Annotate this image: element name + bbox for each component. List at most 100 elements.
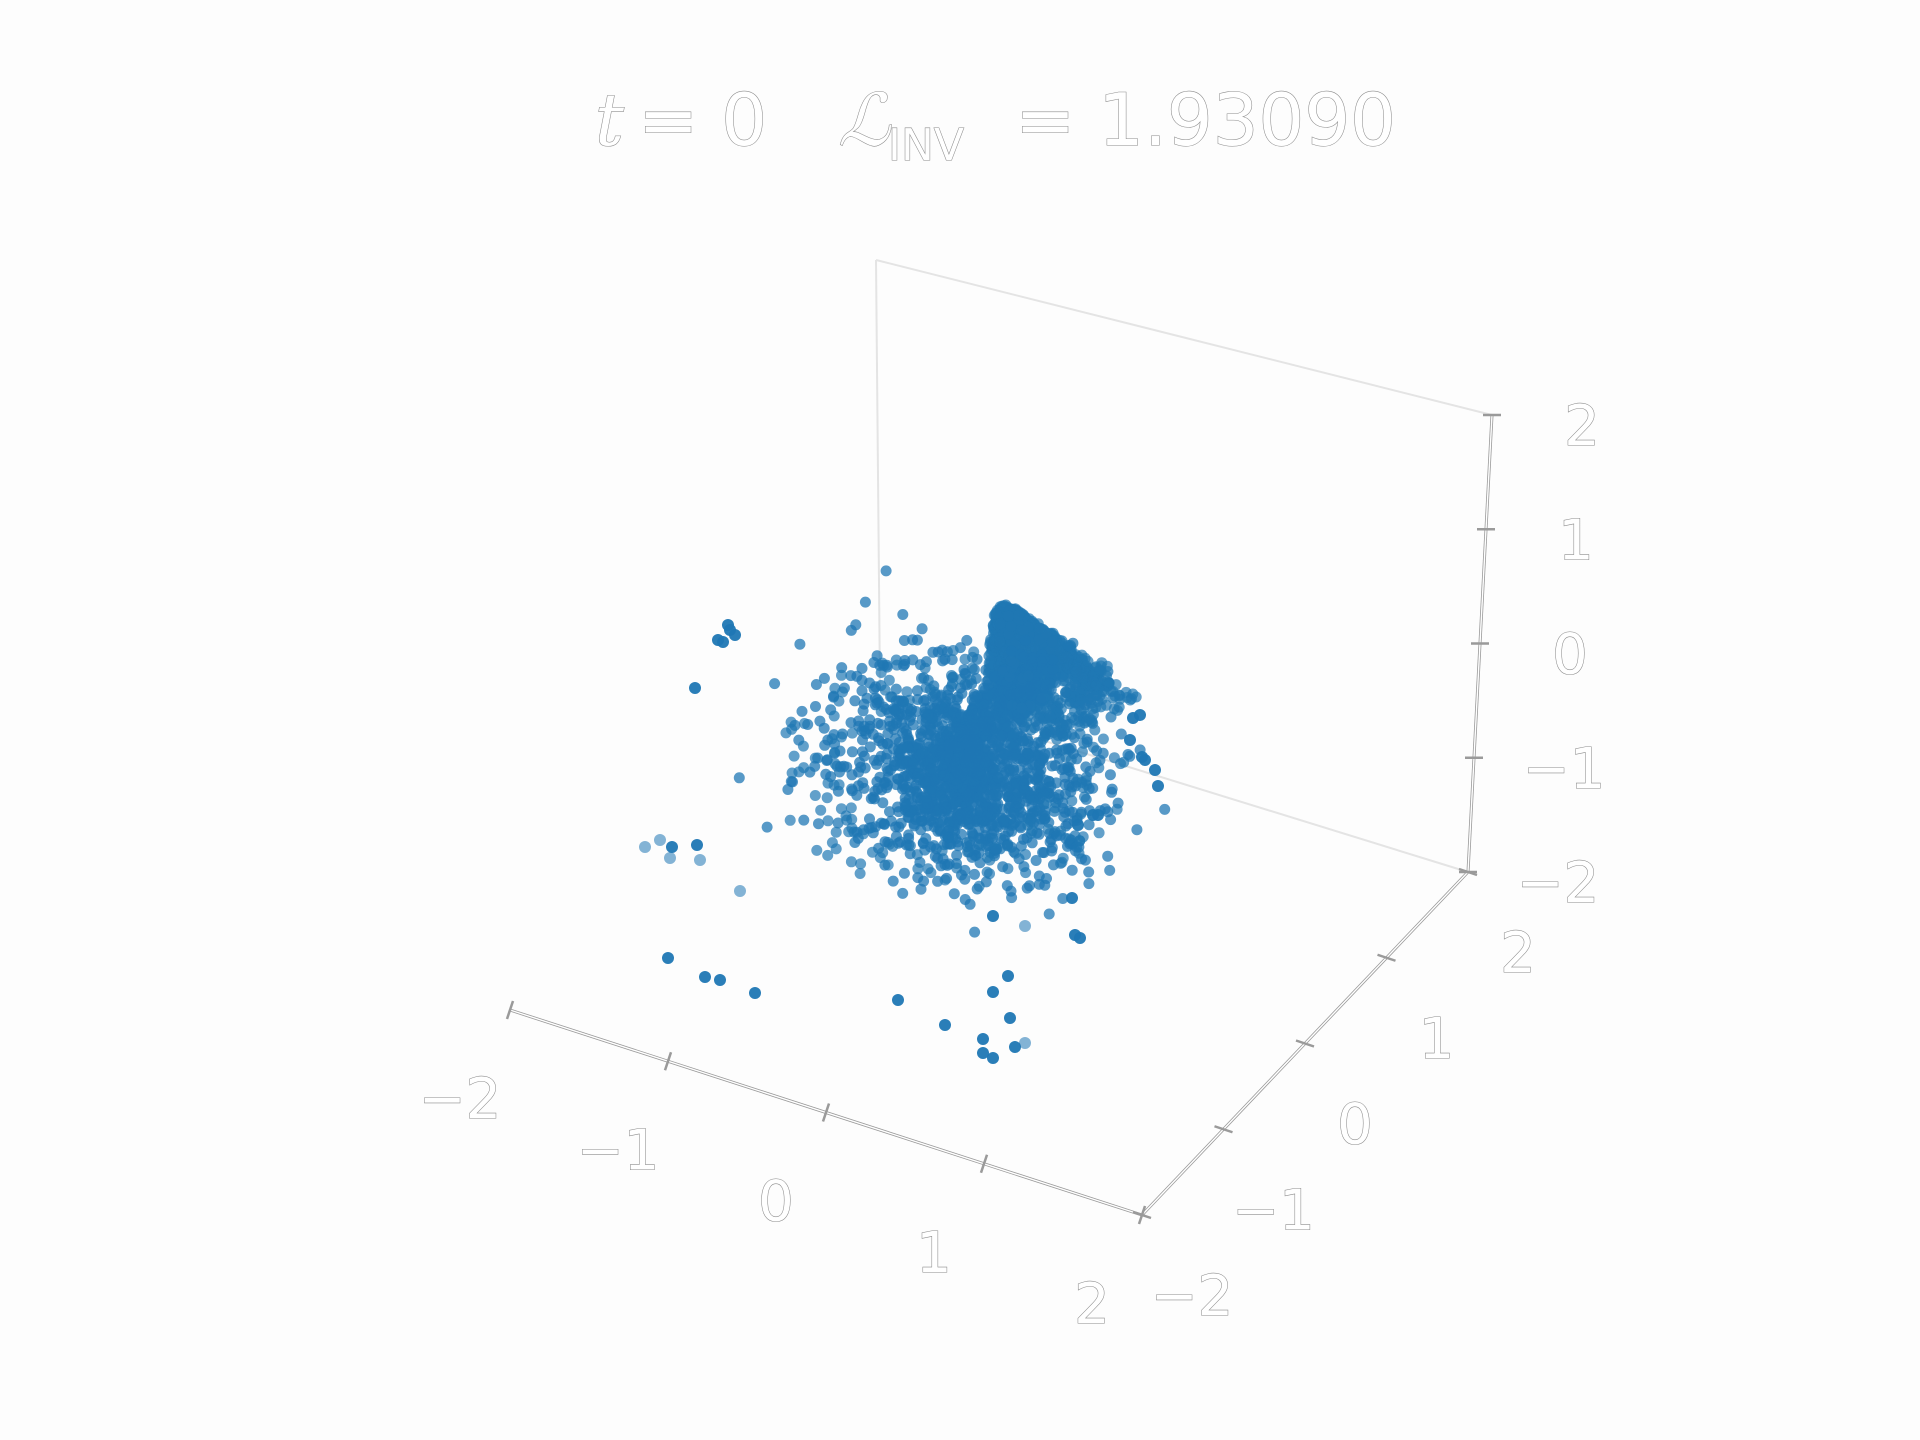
- scatter-point: [916, 623, 928, 635]
- scatter-point: [975, 769, 987, 781]
- y-tick-label: 0: [1337, 1093, 1373, 1158]
- scatter-point: [1001, 840, 1013, 852]
- scatter-point: [981, 852, 993, 863]
- scatter-point: [1044, 836, 1056, 848]
- scatter-point: [1036, 692, 1048, 704]
- scatter-point: [932, 646, 944, 658]
- scatter-point: [910, 785, 922, 797]
- scatter-point: [869, 785, 881, 797]
- scatter-point: [859, 596, 871, 608]
- scatter-point: [1018, 833, 1029, 845]
- scatter-point: [1020, 849, 1031, 860]
- scatter-point: [810, 679, 822, 690]
- scatter-point: [819, 739, 831, 751]
- scatter-point: [1025, 724, 1037, 736]
- scatter-point: [1034, 622, 1046, 634]
- scatter-point: [1033, 712, 1045, 724]
- scatter-point: [809, 790, 821, 801]
- scatter-point: [858, 720, 870, 732]
- scatter-point: [901, 781, 913, 793]
- scatter-point: [898, 867, 910, 879]
- scatter-point: [1030, 855, 1042, 866]
- scatter-point: [956, 688, 968, 699]
- scatter-point: [1097, 733, 1109, 745]
- scatter-point: [987, 802, 999, 814]
- tick-marks: [505, 413, 1501, 1225]
- scatter-point: [849, 695, 861, 707]
- scatter-point: [883, 838, 895, 850]
- scatter-point: [1083, 819, 1095, 831]
- scatter-point: [898, 635, 910, 646]
- scatter-point: [1040, 797, 1052, 809]
- scatter-point: [1074, 835, 1086, 847]
- scatter-point-outlier: [1149, 764, 1161, 776]
- scatter-point: [1063, 833, 1075, 845]
- scatter-point: [966, 694, 978, 706]
- scatter-point: [813, 818, 824, 830]
- scatter-point: [925, 867, 937, 879]
- scatter-point: [989, 671, 1000, 683]
- scatter-point-outlier: [987, 910, 999, 922]
- scatter-point: [990, 843, 1002, 854]
- scatter-point: [922, 709, 934, 721]
- scatter-point: [843, 826, 855, 838]
- scatter-point: [876, 657, 888, 669]
- scatter-point-outlier: [1009, 1041, 1021, 1053]
- scatter-point: [832, 817, 844, 829]
- scatter-point: [994, 636, 1006, 648]
- scatter-point-outlier: [729, 629, 741, 641]
- scatter-point: [1030, 677, 1042, 689]
- scatter-point-outlier: [662, 952, 674, 964]
- y-tick-label: 1: [1419, 1007, 1455, 1072]
- scatter-point: [1047, 663, 1059, 675]
- scatter-point-outlier: [1074, 932, 1086, 944]
- scatter-point: [1057, 852, 1069, 864]
- scatter-point: [1102, 806, 1114, 818]
- scatter-point: [1055, 703, 1067, 715]
- scatter-point: [877, 797, 889, 809]
- scatter-point: [1002, 863, 1014, 875]
- scatter-point: [1022, 748, 1034, 760]
- scatter-point: [833, 695, 845, 707]
- title-t-value: = 0: [638, 78, 767, 162]
- scatter-point: [968, 646, 980, 658]
- scatter-point: [987, 789, 999, 801]
- scatter-point: [1020, 867, 1032, 879]
- scatter-point: [1024, 700, 1036, 712]
- scatter-point: [935, 816, 947, 828]
- scatter-point: [1004, 671, 1016, 683]
- scatter-point: [948, 888, 960, 900]
- scatter-point: [959, 873, 971, 885]
- scatter-point: [875, 667, 887, 678]
- scatter-point: [836, 662, 848, 674]
- scatter-point: [897, 887, 909, 899]
- y-tick-mark: [1295, 1039, 1315, 1048]
- scatter-point-outlier: [1002, 970, 1014, 982]
- scatter-point: [861, 692, 873, 704]
- scatter-point-outlier: [654, 834, 666, 846]
- scatter-point: [928, 840, 940, 852]
- scatter-point: [924, 729, 936, 741]
- pane-edge-back-vertical: [875, 259, 881, 691]
- scatter-point: [835, 803, 847, 815]
- scatter-point: [980, 756, 992, 768]
- scatter-point: [1102, 850, 1114, 862]
- scatter-point: [786, 767, 798, 779]
- scatter-point-outlier: [987, 986, 999, 998]
- scatter-point: [794, 638, 806, 650]
- scatter-point: [963, 818, 975, 830]
- scatter-point: [924, 785, 936, 797]
- scatter-point: [980, 729, 992, 741]
- scatter-point: [1074, 728, 1086, 740]
- scatter-point: [857, 828, 869, 840]
- scatter-point: [882, 859, 894, 871]
- scatter-point: [1110, 679, 1122, 691]
- scatter-point-outlier: [1124, 734, 1136, 746]
- title-loss-subscript: INV: [888, 120, 964, 171]
- scatter-point: [830, 826, 842, 838]
- scatter-point: [1065, 786, 1077, 798]
- scatter-point: [1008, 741, 1020, 753]
- scatter-point: [892, 801, 904, 813]
